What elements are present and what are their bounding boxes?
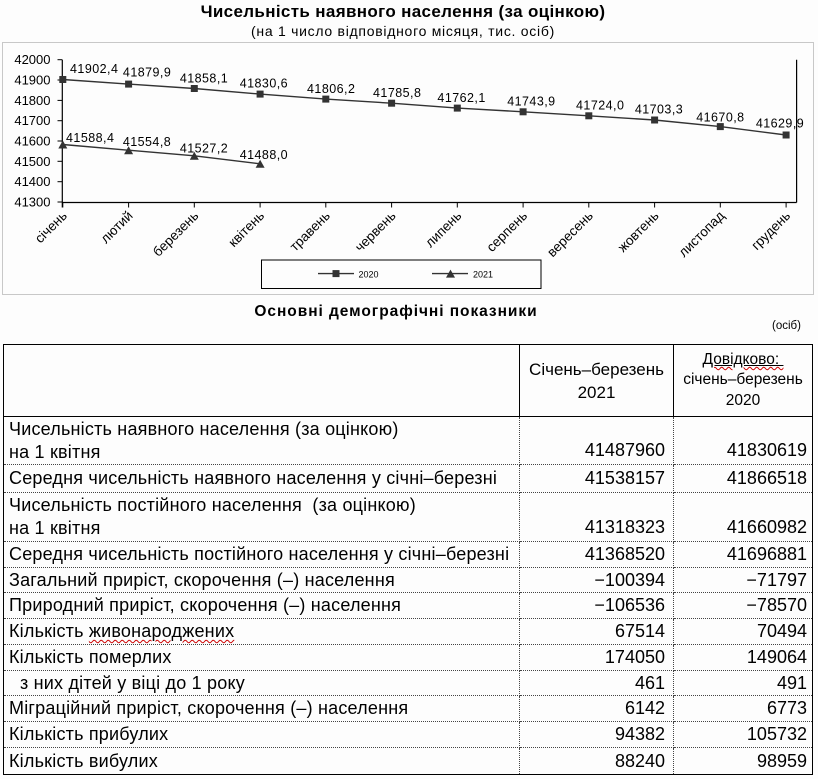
svg-text:квітень: квітень (225, 208, 267, 250)
svg-text:41670,8: 41670,8 (696, 111, 744, 125)
svg-text:березень: березень (150, 208, 202, 260)
svg-text:41902,4: 41902,4 (70, 62, 118, 76)
svg-text:41785,8: 41785,8 (373, 86, 421, 100)
svg-text:41554,8: 41554,8 (123, 135, 171, 149)
svg-text:41700: 41700 (14, 113, 50, 128)
svg-text:41703,3: 41703,3 (635, 103, 683, 117)
svg-text:41762,1: 41762,1 (437, 91, 485, 105)
svg-text:41879,9: 41879,9 (123, 65, 171, 79)
svg-text:41724,0: 41724,0 (576, 99, 624, 113)
svg-text:2020: 2020 (359, 270, 379, 280)
svg-text:41488,0: 41488,0 (240, 148, 288, 162)
svg-text:41500: 41500 (14, 154, 50, 169)
svg-text:2021: 2021 (473, 270, 493, 280)
svg-text:41588,4: 41588,4 (66, 131, 114, 145)
svg-text:грудень: грудень (748, 208, 793, 253)
svg-text:41830,6: 41830,6 (240, 77, 288, 91)
svg-text:41600: 41600 (14, 134, 50, 149)
svg-text:липень: липень (422, 208, 464, 250)
svg-text:42000: 42000 (14, 52, 50, 67)
svg-text:вересень: вересень (544, 208, 596, 260)
svg-text:41743,9: 41743,9 (507, 95, 555, 109)
svg-text:41858,1: 41858,1 (180, 72, 228, 86)
svg-text:листопад: листопад (676, 208, 728, 260)
svg-text:жовтень: жовтень (615, 208, 662, 255)
svg-text:червень: червень (352, 208, 399, 255)
svg-text:41806,2: 41806,2 (307, 82, 355, 96)
svg-text:41527,2: 41527,2 (180, 142, 228, 156)
svg-text:41300: 41300 (14, 195, 50, 210)
svg-text:41400: 41400 (14, 174, 50, 189)
svg-text:січень: січень (32, 208, 70, 246)
svg-text:лютий: лютий (98, 208, 136, 246)
svg-text:41629,9: 41629,9 (756, 117, 804, 131)
svg-text:серпень: серпень (483, 208, 530, 255)
svg-text:41900: 41900 (14, 73, 50, 88)
svg-text:травень: травень (287, 208, 333, 254)
svg-text:41800: 41800 (14, 93, 50, 108)
